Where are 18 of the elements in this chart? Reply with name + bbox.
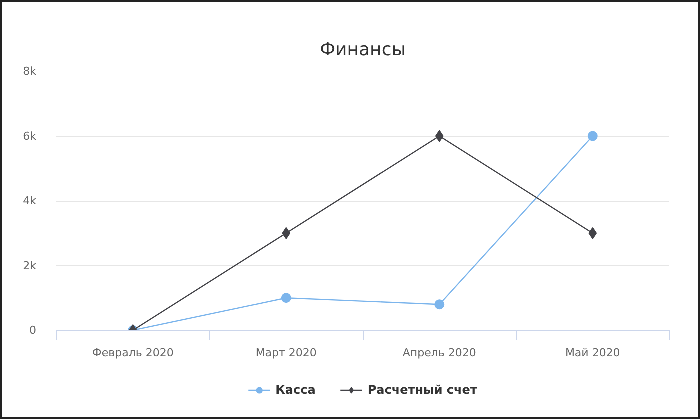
y-tick-label: 4k bbox=[23, 194, 38, 208]
point bbox=[435, 130, 444, 142]
point bbox=[588, 227, 598, 240]
x-tick-label: Март 2020 bbox=[256, 346, 317, 360]
y-tick-label: 6k bbox=[23, 130, 38, 143]
point bbox=[281, 293, 292, 304]
legend-label: Касса bbox=[276, 382, 316, 396]
x-tick-label: Апрель 2020 bbox=[402, 346, 476, 360]
legend-label: Расчетный счет bbox=[368, 382, 478, 396]
x-tick-label: Май 2020 bbox=[565, 346, 620, 360]
x-tick-label: Февраль 2020 bbox=[92, 346, 174, 360]
y-tick-label: 8k bbox=[23, 65, 38, 78]
chart-title: Финансы bbox=[320, 40, 406, 60]
y-tick-label: 0 bbox=[30, 324, 36, 337]
point bbox=[434, 300, 445, 310]
point bbox=[588, 131, 598, 142]
y-tick-label: 2k bbox=[23, 259, 38, 272]
point bbox=[282, 227, 291, 240]
